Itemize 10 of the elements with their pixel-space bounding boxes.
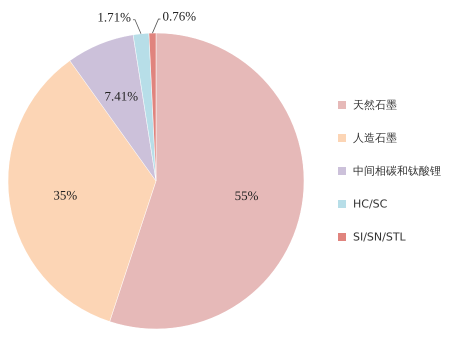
data-label: 55% <box>234 188 259 204</box>
data-label: 1.71% <box>97 9 132 24</box>
legend-label: HC/SC <box>353 198 388 210</box>
legend-label: 天然石墨 <box>353 98 397 112</box>
data-label: 35% <box>53 187 78 202</box>
legend-label: 人造石墨 <box>353 132 397 144</box>
data-label: 7.41% <box>104 88 138 104</box>
legend-label: SI/SN/STL <box>353 230 407 244</box>
legend-label: 中间相碳和钛酸锂 <box>353 164 441 178</box>
data-label: 0.76% <box>162 8 196 24</box>
